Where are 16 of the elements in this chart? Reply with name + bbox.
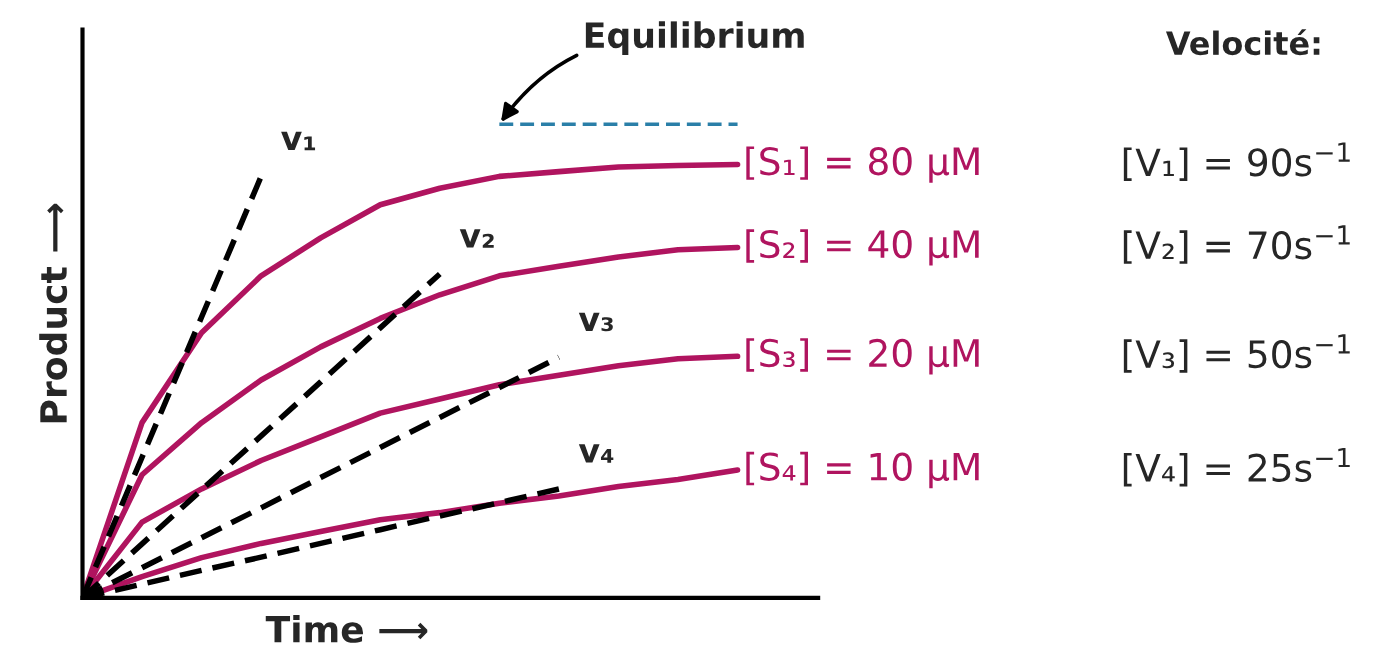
- text: [V₂] = 70s$^{−1}$: [1123, 225, 1350, 264]
- series-label: [S₁] = 80 μM: [746, 146, 979, 183]
- y-axis-title: Product ⟶: [39, 203, 68, 423]
- series-label: v₂: [459, 229, 494, 248]
- text: [V₃] = 50s$^{−1}$: [1123, 334, 1350, 373]
- series-label: [S₃] = 20 μM: [746, 338, 979, 375]
- text: [V₁] = 90s$^{−1}$: [1123, 142, 1350, 181]
- text: [V₄] = 25s$^{−1}$: [1123, 447, 1350, 487]
- series-label: [S₄] = 10 μM: [746, 451, 979, 489]
- text: Equilibrium: [585, 21, 804, 55]
- series-label: [S₂] = 40 μM: [746, 229, 979, 266]
- x-axis-title: Time ⟶: [265, 614, 428, 643]
- text: Velocité:: [1165, 29, 1320, 56]
- series-label: v₃: [578, 312, 613, 332]
- series-label: v₁: [281, 131, 316, 151]
- series-label: v₄: [578, 444, 614, 463]
